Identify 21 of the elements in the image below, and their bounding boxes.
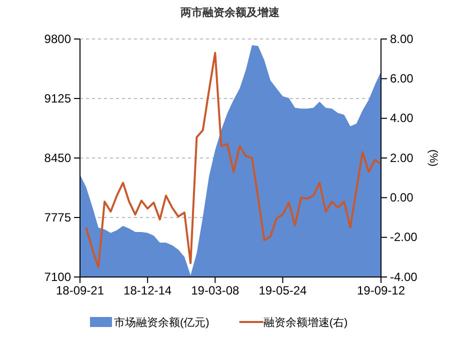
x-tick-label: 18-09-21 <box>56 284 104 298</box>
y2-tick-label: 0.00 <box>390 190 414 205</box>
y2-tick-label: 6.00 <box>390 72 414 86</box>
y-tick-label: 8450 <box>44 150 72 165</box>
y2-tick-label: 4.00 <box>390 111 414 126</box>
y2-axis-title: (%) <box>427 149 439 167</box>
legend-label: 市场融资余额(亿元) <box>114 316 210 329</box>
legend-label: 融资余额增速(右) <box>263 316 348 329</box>
y2-tick-label: -4.00 <box>390 270 418 284</box>
x-tick-label: 18-12-14 <box>124 284 172 298</box>
x-tick-label: 19-05-24 <box>258 284 308 298</box>
x-tick-label: 19-09-12 <box>356 284 406 298</box>
y-tick-label: 7100 <box>44 270 72 284</box>
x-tick-label: 19-03-08 <box>191 284 240 298</box>
y-tick-label: 9800 <box>44 32 72 46</box>
y2-tick-label: 2.00 <box>390 150 414 165</box>
y-tick-label: 7775 <box>44 210 72 224</box>
y2-tick-label: -2.00 <box>390 230 418 244</box>
chart-title: 两市融资余额及增速 <box>180 6 280 19</box>
y2-tick-label: 8.00 <box>390 32 414 46</box>
y-tick-label: 9125 <box>44 91 72 106</box>
